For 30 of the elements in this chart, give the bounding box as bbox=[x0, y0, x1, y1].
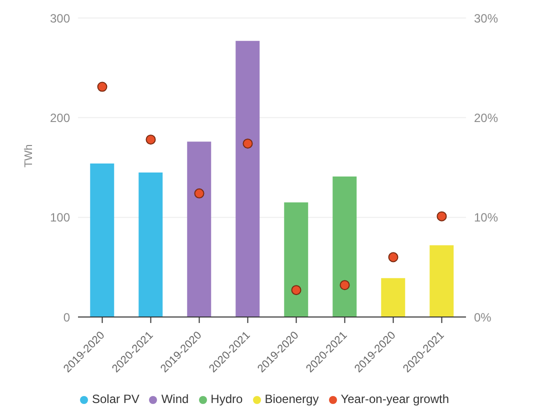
point bbox=[436, 211, 447, 222]
bar bbox=[332, 176, 357, 317]
bar bbox=[236, 40, 260, 317]
bar bbox=[381, 278, 406, 317]
legend-label: Wind bbox=[161, 392, 189, 406]
legend-label: Solar PV bbox=[92, 392, 140, 406]
y-tick-label: 200 bbox=[50, 110, 70, 125]
legend-label: Bioenergy bbox=[264, 392, 319, 406]
bar bbox=[187, 142, 212, 317]
point bbox=[242, 138, 253, 149]
y-tick-label: 0 bbox=[63, 310, 70, 324]
point bbox=[97, 82, 108, 92]
bar bbox=[90, 164, 114, 317]
y-tick-label: 100 bbox=[50, 210, 70, 225]
point bbox=[340, 280, 350, 290]
y2-tick-label: 30% bbox=[474, 11, 498, 26]
bar bbox=[430, 245, 454, 317]
point bbox=[388, 252, 398, 262]
point bbox=[146, 134, 156, 145]
point bbox=[194, 188, 204, 198]
y2-tick-label: 20% bbox=[474, 110, 498, 125]
y-axis-title: TWh bbox=[22, 144, 35, 168]
legend-label: Hydro bbox=[210, 392, 243, 406]
y2-tick-label: 10% bbox=[474, 210, 498, 225]
y2-tick-label: 0% bbox=[474, 310, 492, 324]
point bbox=[291, 285, 302, 296]
bar bbox=[284, 202, 308, 317]
bar bbox=[138, 172, 163, 317]
y-tick-label: 300 bbox=[50, 11, 70, 26]
legend-label: Year-on-year growth bbox=[340, 392, 450, 406]
